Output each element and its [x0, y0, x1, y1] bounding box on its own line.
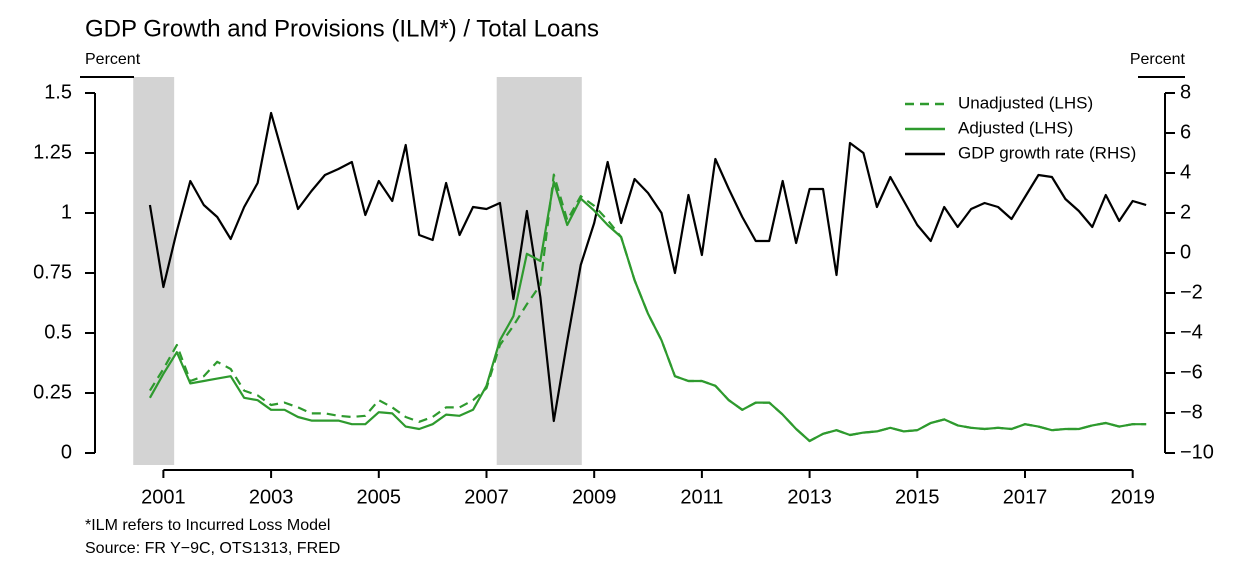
- y2-tick-label: −2: [1180, 281, 1203, 303]
- y-tick-label: 1.25: [33, 141, 72, 163]
- x-tick-label: 2003: [249, 486, 294, 508]
- y2-axis-label: Percent: [1130, 51, 1186, 68]
- x-tick-label: 2013: [787, 486, 832, 508]
- x-tick-label: 2017: [1003, 486, 1048, 508]
- legend-label: Adjusted (LHS): [958, 118, 1073, 137]
- y-tick-label: 0: [61, 441, 72, 463]
- legend-label: GDP growth rate (RHS): [958, 143, 1136, 162]
- source-note: Source: FR Y−9C, OTS1313, FRED: [85, 540, 340, 557]
- y2-tick-label: −8: [1180, 401, 1203, 423]
- y2-tick-label: −10: [1180, 441, 1214, 463]
- legend-label: Unadjusted (LHS): [958, 93, 1093, 112]
- y2-tick-label: 0: [1180, 241, 1191, 263]
- plot-layer: [133, 77, 582, 465]
- x-tick-label: 2007: [464, 486, 509, 508]
- y2-tick-label: −4: [1180, 321, 1203, 343]
- x-tick-label: 2011: [680, 486, 723, 508]
- y-tick-label: 1.5: [44, 81, 72, 103]
- series-line: [148, 173, 1147, 443]
- x-tick-label: 2015: [895, 486, 940, 508]
- x-tick-label: 2009: [572, 486, 617, 508]
- series-line: [148, 180, 1147, 443]
- y-tick-label: 0.75: [33, 261, 72, 283]
- y-axis-label: Percent: [85, 51, 141, 68]
- chart-title: GDP Growth and Provisions (ILM*) / Total…: [85, 15, 599, 42]
- y-tick-label: 0.25: [33, 381, 72, 403]
- footnote: *ILM refers to Incurred Loss Model: [85, 517, 330, 534]
- x-tick-label: 2019: [1110, 486, 1155, 508]
- y-tick-label: 0.5: [44, 321, 72, 343]
- y2-tick-label: 2: [1180, 201, 1191, 223]
- y2-tick-label: 6: [1180, 121, 1191, 143]
- y-tick-label: 1: [61, 201, 72, 223]
- y2-tick-label: 4: [1180, 161, 1191, 183]
- recession-shade: [496, 77, 582, 465]
- series-line: [148, 111, 1147, 423]
- y2-tick-label: −6: [1180, 361, 1203, 383]
- x-tick-label: 2005: [357, 486, 402, 508]
- y2-tick-label: 8: [1180, 81, 1191, 103]
- x-tick-label: 2001: [141, 486, 186, 508]
